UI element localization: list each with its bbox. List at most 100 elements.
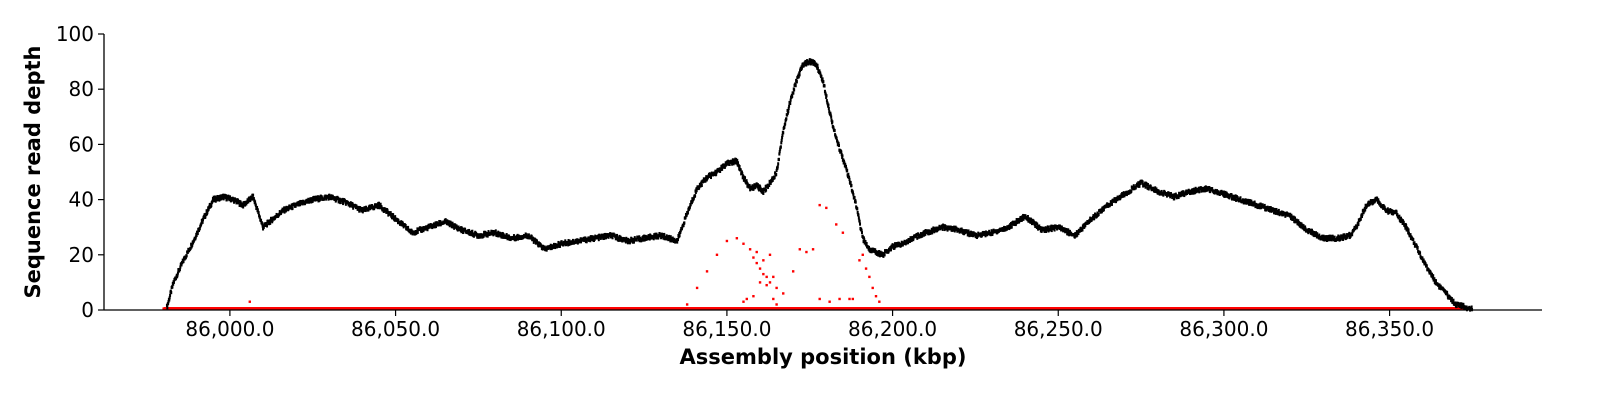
depth-point — [504, 235, 507, 240]
depth-point — [794, 84, 797, 88]
depth-point — [1379, 202, 1382, 207]
scatter-point — [758, 307, 762, 310]
depth-point — [783, 125, 786, 129]
depth-point — [1180, 190, 1183, 194]
depth-point — [456, 228, 459, 232]
depth-point — [224, 195, 227, 200]
depth-point — [216, 194, 219, 199]
depth-point — [792, 91, 795, 95]
depth-point — [1191, 188, 1193, 192]
depth-point — [576, 238, 579, 242]
depth-point — [789, 101, 792, 106]
depth-point — [262, 225, 265, 229]
depth-point — [483, 233, 486, 237]
depth-point — [893, 244, 896, 248]
depth-point — [351, 202, 354, 206]
depth-point — [755, 182, 758, 186]
depth-point — [297, 203, 300, 207]
depth-point — [813, 60, 816, 64]
depth-point — [848, 177, 851, 182]
depth-point — [816, 63, 819, 67]
depth-point — [256, 205, 259, 210]
depth-point — [1227, 193, 1230, 197]
depth-point — [1427, 268, 1430, 272]
depth-point — [171, 285, 174, 289]
depth-point — [1018, 218, 1021, 222]
depth-point — [1470, 305, 1473, 309]
depth-point — [916, 236, 919, 240]
depth-point — [1390, 208, 1393, 213]
depth-point — [1169, 192, 1172, 196]
depth-point — [1383, 205, 1386, 209]
depth-point — [1211, 187, 1214, 191]
depth-point — [479, 235, 482, 239]
depth-point — [666, 235, 669, 239]
depth-point — [238, 203, 241, 207]
depth-point — [252, 193, 255, 197]
depth-point — [1297, 219, 1300, 223]
depth-point — [1012, 221, 1015, 225]
depth-point — [735, 161, 738, 165]
depth-point — [1404, 226, 1407, 230]
depth-point — [778, 150, 781, 154]
depth-point — [1391, 209, 1394, 213]
depth-point — [261, 222, 264, 226]
depth-point — [267, 219, 270, 223]
depth-point — [478, 233, 481, 237]
depth-point — [837, 142, 840, 146]
depth-point — [1450, 297, 1453, 301]
depth-point — [1033, 223, 1036, 227]
depth-point — [1015, 218, 1018, 222]
depth-point — [1174, 192, 1177, 196]
depth-point — [695, 189, 698, 193]
depth-point — [932, 226, 935, 230]
depth-point — [1096, 211, 1099, 215]
depth-point — [562, 243, 565, 247]
depth-point — [486, 234, 489, 238]
depth-point — [1298, 221, 1301, 225]
depth-point — [1044, 226, 1047, 230]
depth-point — [1433, 277, 1436, 281]
depth-point — [1339, 237, 1342, 241]
depth-point — [1146, 182, 1149, 187]
depth-point — [1224, 190, 1227, 195]
depth-point — [1326, 235, 1329, 239]
depth-point — [677, 237, 680, 242]
depth-point — [825, 95, 828, 99]
depth-point — [1425, 264, 1428, 268]
depth-point — [444, 218, 447, 222]
depth-point — [704, 179, 707, 183]
depth-point — [1316, 232, 1319, 236]
depth-point — [588, 237, 591, 241]
depth-point — [554, 245, 557, 250]
depth-point — [684, 216, 687, 220]
depth-point — [448, 224, 451, 228]
depth-point — [969, 230, 972, 234]
depth-point — [843, 159, 846, 163]
depth-point — [1307, 230, 1310, 235]
depth-point — [683, 221, 686, 225]
depth-point — [787, 109, 790, 114]
depth-point — [505, 233, 508, 237]
depth-point — [1076, 233, 1079, 237]
depth-point — [370, 206, 373, 210]
depth-point — [225, 194, 228, 198]
depth-point — [1356, 224, 1359, 228]
depth-point — [969, 233, 972, 237]
scatter-point — [868, 275, 871, 279]
depth-point — [394, 215, 397, 219]
depth-point — [864, 240, 867, 244]
depth-point — [1114, 197, 1117, 201]
depth-point — [180, 263, 183, 267]
depth-point — [853, 195, 856, 200]
y-tick-label: 40 — [69, 188, 94, 212]
depth-point — [848, 175, 851, 180]
depth-point — [883, 253, 886, 257]
depth-point — [1273, 211, 1276, 215]
depth-point — [174, 277, 177, 281]
depth-point — [337, 196, 340, 200]
depth-point — [760, 190, 763, 194]
depth-point — [946, 225, 949, 229]
depth-point — [329, 196, 332, 201]
depth-point — [1395, 210, 1398, 214]
